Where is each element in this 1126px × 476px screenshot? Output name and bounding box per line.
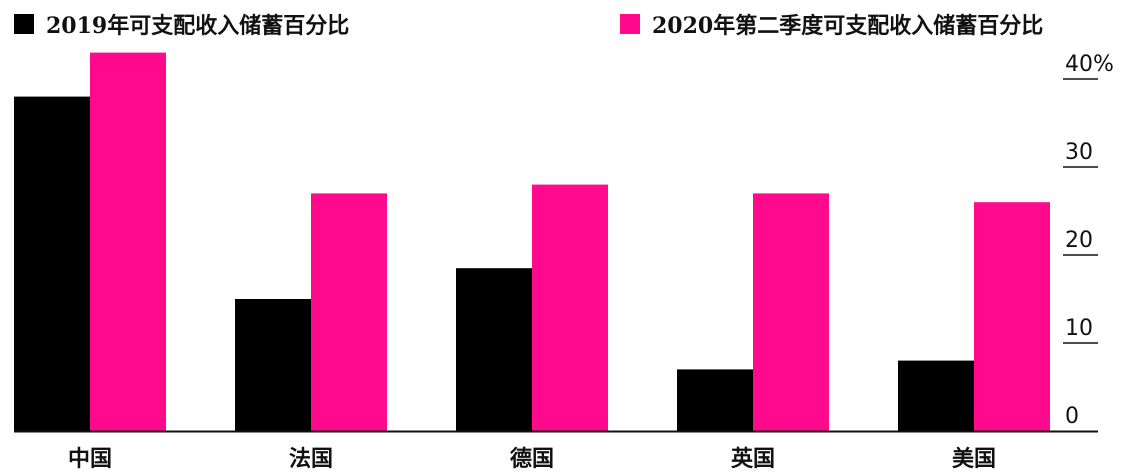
- legend-swatch-2019: [14, 14, 34, 34]
- x-tick-label-4: 英国: [731, 446, 775, 472]
- legend-label-2020: 2020年第二季度可支配收入储蓄百分比: [652, 13, 1044, 39]
- y-tick-label-5: 40%: [1065, 52, 1114, 77]
- legend-label-2019: 2019年可支配收入储蓄百分比: [46, 13, 350, 39]
- legend-swatch-2020: [620, 14, 640, 34]
- x-tick-label-3: 德国: [510, 446, 554, 472]
- bar-2020-4: [753, 193, 829, 431]
- y-tick-label-4: 30: [1065, 140, 1093, 165]
- bar-2020-1: [90, 52, 166, 431]
- bar-2019-2: [235, 299, 311, 431]
- bar-2020-5: [974, 202, 1050, 431]
- bar-2019-4: [677, 369, 753, 431]
- legend-item-2019: 2019年可支配收入储蓄百分比: [14, 8, 349, 40]
- x-tick-label-2: 法国: [289, 446, 333, 472]
- bar-2019-5: [898, 360, 974, 431]
- x-tick-label-1: 中国: [68, 446, 112, 472]
- bar-2020-2: [311, 193, 387, 431]
- x-tick-label-5: 美国: [952, 446, 996, 472]
- bar-2019-3: [456, 268, 532, 431]
- y-tick-label-1: 0: [1065, 404, 1079, 429]
- legend-item-2020: 2020年第二季度可支配收入储蓄百分比: [620, 8, 1043, 40]
- y-tick-label-2: 10: [1065, 316, 1093, 341]
- bar-2020-3: [532, 184, 608, 431]
- y-tick-label-3: 20: [1065, 228, 1093, 253]
- bar-2019-1: [14, 96, 90, 431]
